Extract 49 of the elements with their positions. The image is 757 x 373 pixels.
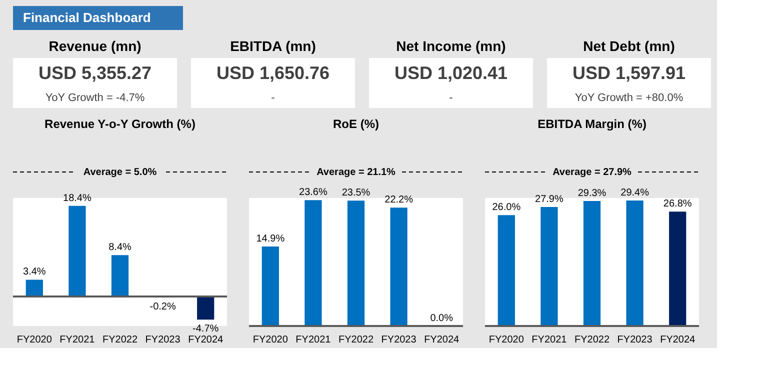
x-tick-label: FY2020 xyxy=(16,334,52,346)
x-tick-label: FY2022 xyxy=(574,334,610,346)
data-label: 3.4% xyxy=(23,266,46,278)
x-tick-label: FY2024 xyxy=(424,334,460,346)
x-tick-label: FY2022 xyxy=(102,334,138,346)
text: EBITDA (mn) xyxy=(230,38,316,54)
text: - xyxy=(271,92,276,104)
data-label: -4.7% xyxy=(192,324,219,335)
text: USD 5,355.27 xyxy=(38,63,152,83)
data-label: 26.8% xyxy=(663,198,692,210)
x-tick-label: FY2020 xyxy=(252,334,288,346)
x-tick-label: FY2023 xyxy=(145,334,181,346)
text: USD 1,597.91 xyxy=(572,63,686,83)
x-tick-label: FY2023 xyxy=(617,334,653,346)
data-label: 29.3% xyxy=(578,188,606,199)
chart-title: Revenue Y-o-Y Growth (%) xyxy=(44,117,196,131)
x-tick-label: FY2020 xyxy=(488,334,524,346)
data-label: 23.6% xyxy=(299,187,328,198)
x-tick-label: FY2024 xyxy=(188,334,224,346)
text: YoY Growth = +80.0% xyxy=(574,92,684,104)
x-tick-label: FY2024 xyxy=(660,334,696,346)
x-tick-label: FY2021 xyxy=(60,334,96,346)
data-label: 26.0% xyxy=(492,202,521,214)
data-label: 23.5% xyxy=(342,188,370,199)
text: Average = 21.1% xyxy=(316,167,396,178)
data-label: 8.4% xyxy=(108,242,132,254)
data-label: 0.0% xyxy=(430,313,454,324)
text: USD 1,020.41 xyxy=(394,63,508,83)
data-label: 27.9% xyxy=(535,194,564,205)
data-label: 22.2% xyxy=(384,194,414,206)
text: Financial Dashboard xyxy=(23,10,151,25)
text: - xyxy=(449,92,454,104)
text: Average = 27.9% xyxy=(552,167,632,178)
x-tick-label: FY2022 xyxy=(338,334,374,346)
chart-title: EBITDA Margin (%) xyxy=(538,117,646,131)
data-label: 29.4% xyxy=(620,188,650,199)
text: Average = 5.0% xyxy=(83,167,157,178)
x-tick-label: FY2021 xyxy=(532,334,568,346)
text: Net Income (mn) xyxy=(396,38,506,54)
data-label: -0.2% xyxy=(150,301,176,312)
text: YoY Growth = -4.7% xyxy=(45,92,145,104)
data-label: 14.9% xyxy=(256,234,285,245)
x-tick-label: FY2023 xyxy=(381,334,417,346)
text: Revenue (mn) xyxy=(48,38,142,54)
text: USD 1,650.76 xyxy=(216,63,330,83)
x-tick-label: FY2021 xyxy=(296,334,332,346)
text: Net Debt (mn) xyxy=(583,38,675,54)
data-label: 18.4% xyxy=(63,192,92,204)
chart-title: RoE (%) xyxy=(333,117,379,131)
